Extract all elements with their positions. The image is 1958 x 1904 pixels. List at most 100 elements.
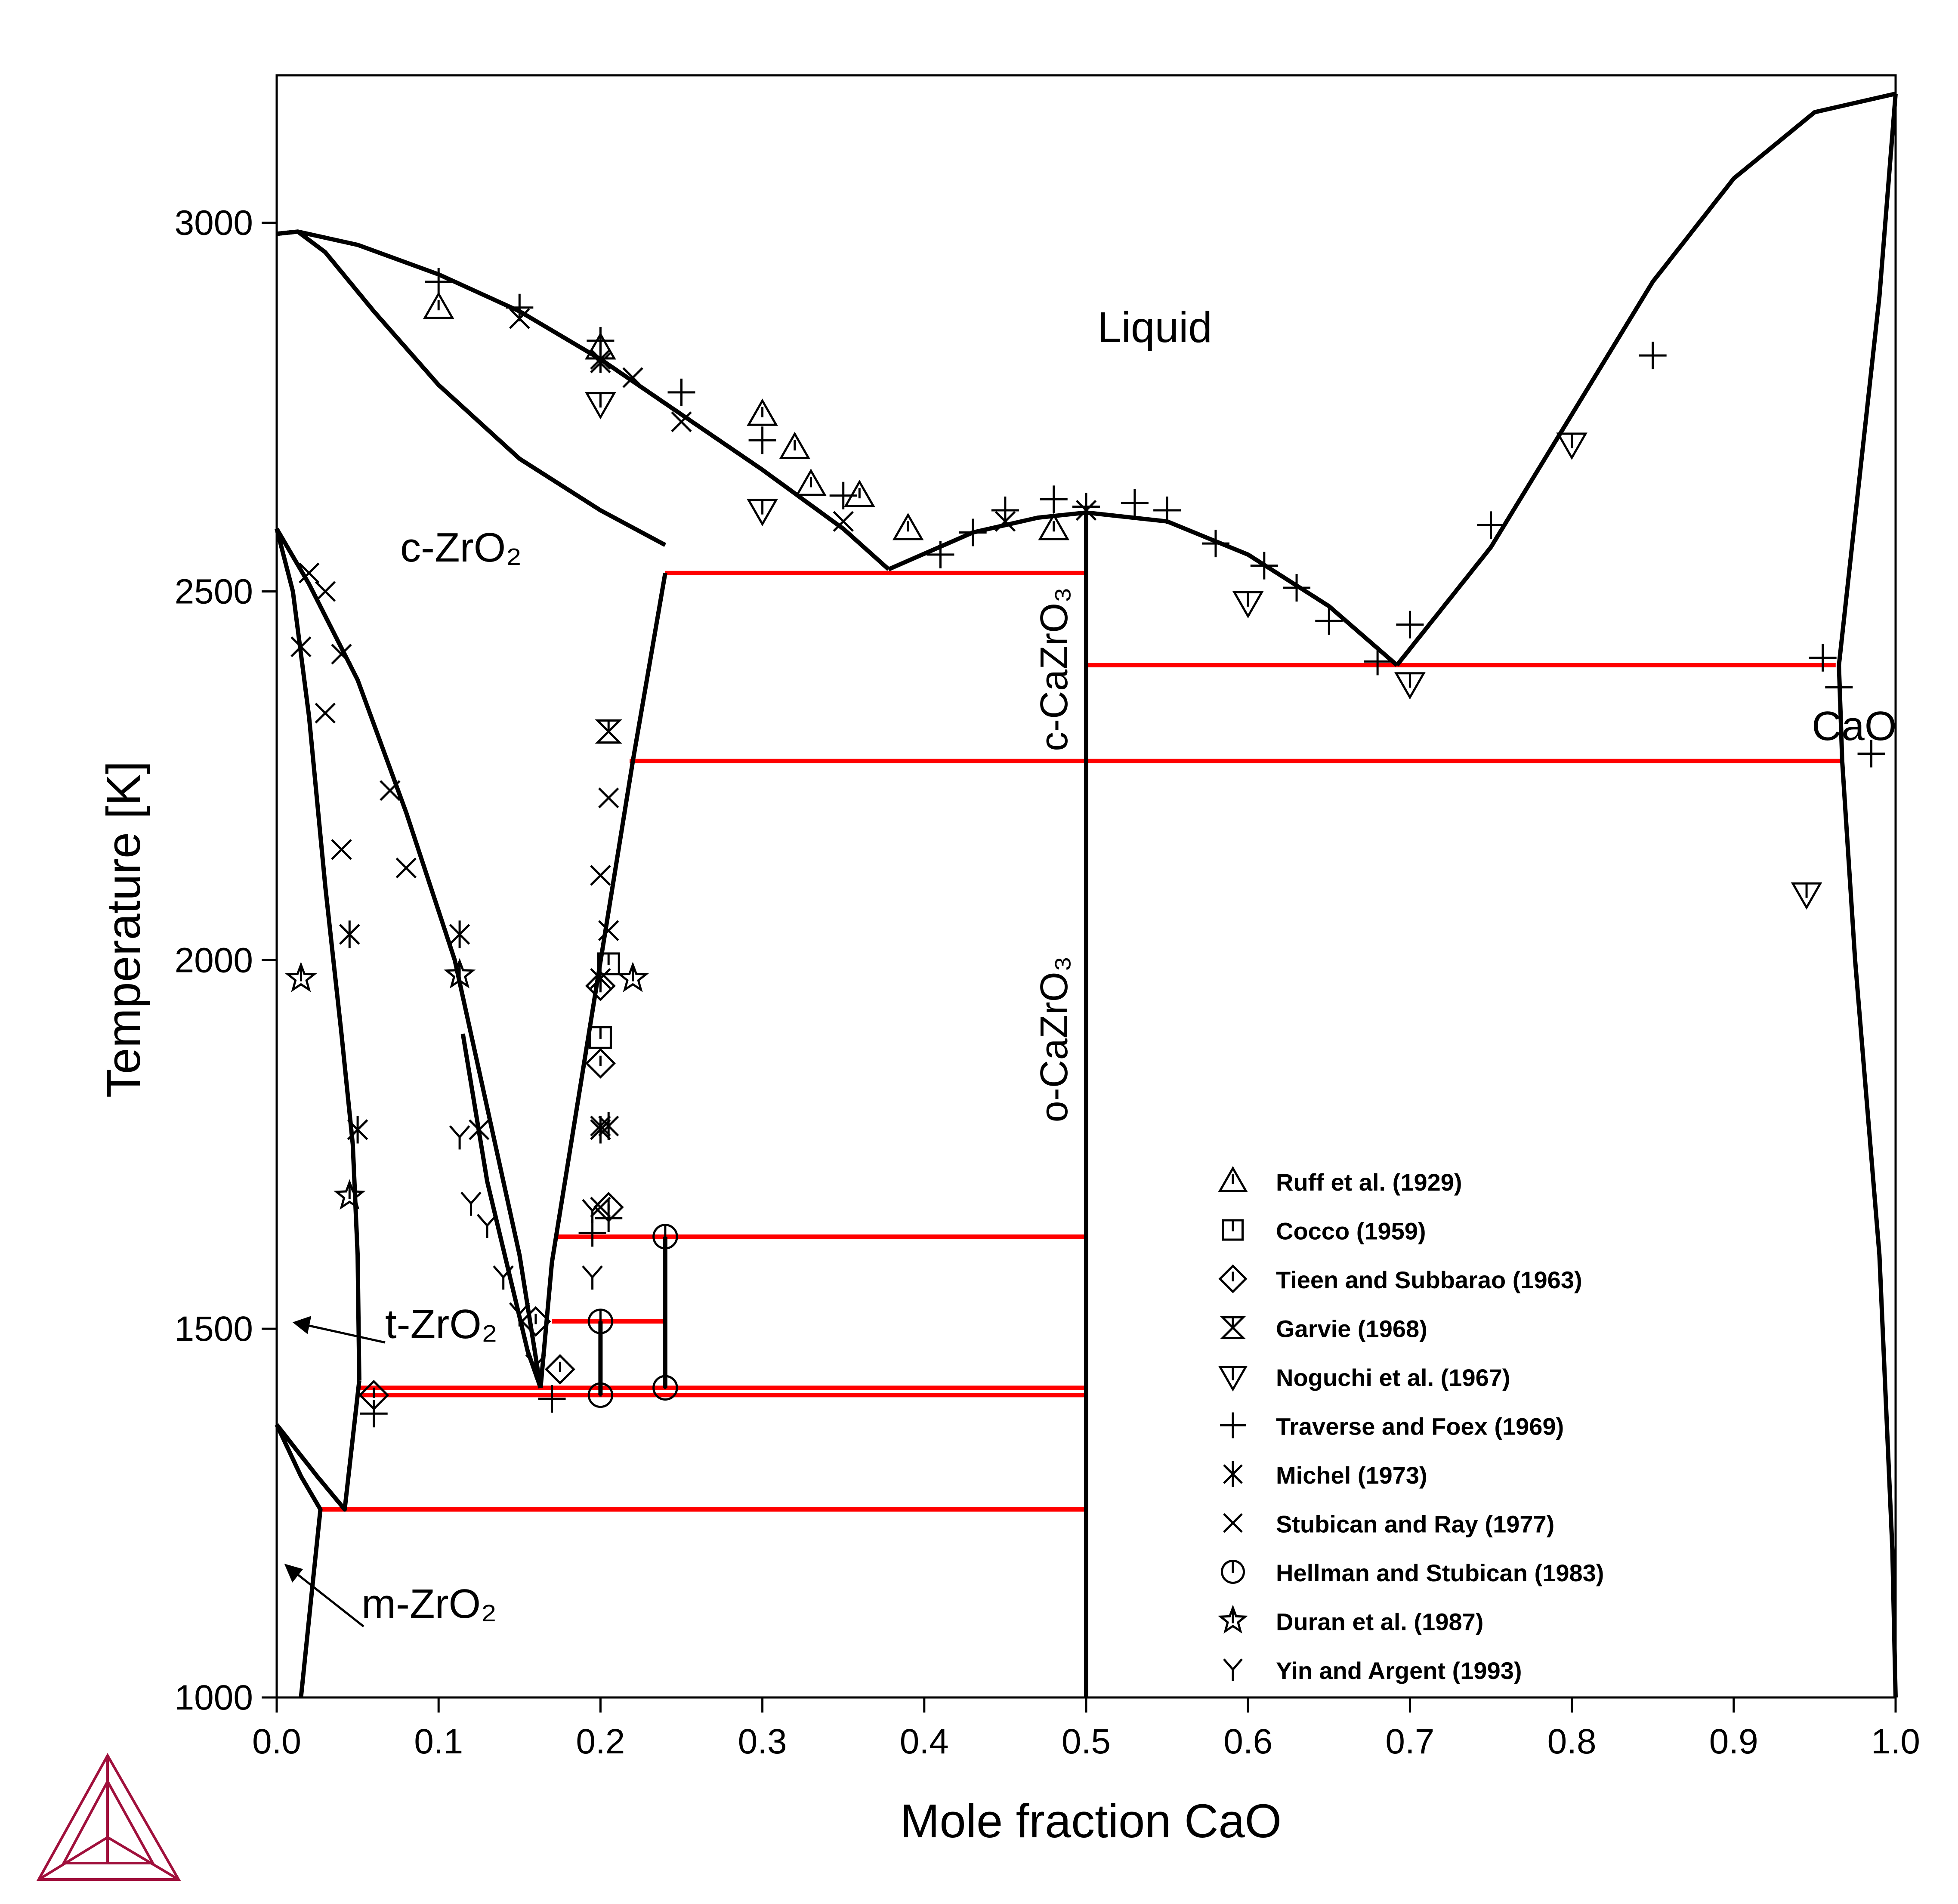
y-tick-label: 2000	[175, 941, 253, 980]
data-point-diamond	[544, 1354, 575, 1385]
data-point-hourglass	[595, 719, 622, 744]
data-point-cross	[598, 787, 619, 809]
m-zro2-arrow	[284, 1564, 364, 1627]
phase-boundary-c-zro2-low	[460, 1033, 543, 1389]
legend-entry: Stubican and Ray (1977)	[1276, 1511, 1554, 1538]
data-point-cross	[509, 308, 530, 329]
data-point-plus	[1201, 530, 1229, 558]
data-point-y-shape	[449, 1125, 470, 1150]
legend-marker-diamond	[1218, 1264, 1248, 1293]
y-tick-label: 1000	[175, 1678, 253, 1717]
data-point-circle	[587, 1308, 614, 1334]
legend-entry: Yin and Argent (1993)	[1276, 1657, 1522, 1684]
data-point-triangle-up	[423, 291, 454, 319]
x-tick-label: 0.2	[576, 1722, 625, 1761]
x-tick-label: 0.1	[414, 1722, 463, 1761]
data-point-plus	[425, 268, 453, 296]
data-point-cross	[994, 511, 1016, 532]
data-point-cross	[380, 780, 401, 801]
data-point-plus	[991, 497, 1019, 525]
phase-boundary-t-m-upper	[275, 1380, 361, 1512]
data-point-plus	[829, 481, 857, 509]
label-liquid: Liquid	[1097, 303, 1212, 352]
y-tick-label: 2500	[175, 572, 253, 611]
legend-marker-cross	[1223, 1513, 1243, 1533]
data-point-plus	[1857, 740, 1885, 768]
y-tick-label: 1500	[175, 1309, 253, 1349]
data-point-plus	[1040, 485, 1068, 513]
data-point-cross	[315, 703, 336, 724]
data-point-plus	[360, 1400, 388, 1428]
data-point-plus	[1477, 511, 1505, 539]
data-point-asterisk	[449, 920, 470, 948]
data-point-plus	[1825, 673, 1853, 701]
data-point-triangle-down	[1556, 432, 1587, 460]
data-point-plus	[1809, 644, 1837, 672]
experimental-data	[285, 268, 1885, 1428]
data-point-cross	[590, 352, 611, 373]
data-point-star	[285, 962, 317, 992]
data-point-plus	[1364, 648, 1392, 676]
x-tick-label: 0.0	[252, 1722, 301, 1761]
label-o-cazro3: o-CaZrO₃	[1033, 956, 1076, 1123]
phase-boundary-liquidus-cazro3-right	[1086, 510, 1399, 667]
invariant-lines	[320, 571, 1842, 1512]
data-point-plus	[1072, 493, 1100, 521]
data-point-plus	[595, 1204, 623, 1232]
logo-icon	[36, 1753, 181, 1881]
data-point-star	[334, 1179, 366, 1210]
data-point-plus	[748, 426, 776, 454]
data-point-diamond	[520, 1306, 551, 1337]
data-point-plus	[578, 1219, 606, 1247]
legend-entry: Duran et al. (1987)	[1276, 1608, 1483, 1636]
phase-boundaries	[275, 91, 1898, 1698]
data-point-triangle-down	[585, 392, 616, 420]
data-point-cross	[590, 1115, 611, 1137]
label-t-zro2: t-ZrO₂	[385, 1301, 497, 1347]
data-point-cross	[331, 644, 352, 665]
data-point-asterisk	[590, 965, 611, 993]
data-point-plus	[538, 1385, 566, 1413]
label-m-zro2: m-ZrO₂	[361, 1581, 497, 1627]
data-point-circle	[587, 1382, 614, 1408]
legend-marker-triangle-down	[1218, 1366, 1248, 1392]
data-point-y-shape	[460, 1191, 482, 1216]
data-point-square	[597, 952, 620, 975]
phase-boundary-m-zro2	[275, 1423, 323, 1698]
data-point-cross	[1075, 500, 1097, 521]
data-point-y-shape	[509, 1302, 530, 1327]
legend-marker-star	[1217, 1605, 1248, 1634]
t-zro2-arrow	[292, 1316, 386, 1344]
legend-entry: Noguchi et al. (1967)	[1276, 1364, 1510, 1391]
data-point-star	[443, 958, 476, 989]
data-point-triangle-down	[1394, 672, 1426, 700]
phase-boundary-solidus-c-zro2	[276, 229, 667, 547]
data-point-cross	[590, 865, 611, 886]
data-point-cross	[299, 562, 320, 583]
data-point-triangle-down	[1232, 591, 1264, 619]
phase-boundary-cao-solidus	[1837, 93, 1898, 1698]
legend-marker-asterisk	[1223, 1461, 1243, 1487]
x-tick-label: 0.8	[1547, 1722, 1597, 1761]
data-point-cross	[598, 920, 619, 941]
data-point-plus	[1250, 552, 1278, 580]
data-point-cross	[331, 839, 352, 860]
data-point-circle	[652, 1375, 678, 1401]
legend-entry: Garvie (1968)	[1276, 1315, 1427, 1342]
data-point-plus	[1396, 611, 1424, 639]
data-point-cross	[590, 1197, 611, 1218]
x-tick-label: 0.6	[1223, 1722, 1272, 1761]
x-tick-label: 0.9	[1709, 1722, 1758, 1761]
data-point-asterisk	[590, 345, 611, 373]
legend-marker-y-shape	[1223, 1658, 1243, 1681]
legend-entry: Ruff et al. (1929)	[1276, 1169, 1462, 1196]
data-point-plus	[667, 378, 695, 406]
data-point-y-shape	[525, 1354, 547, 1378]
legend-marker-triangle-up	[1218, 1166, 1248, 1192]
data-point-plus	[506, 293, 534, 321]
label-cao: CaO	[1812, 703, 1896, 749]
data-point-square	[589, 1026, 612, 1049]
data-point-cross	[339, 924, 360, 945]
